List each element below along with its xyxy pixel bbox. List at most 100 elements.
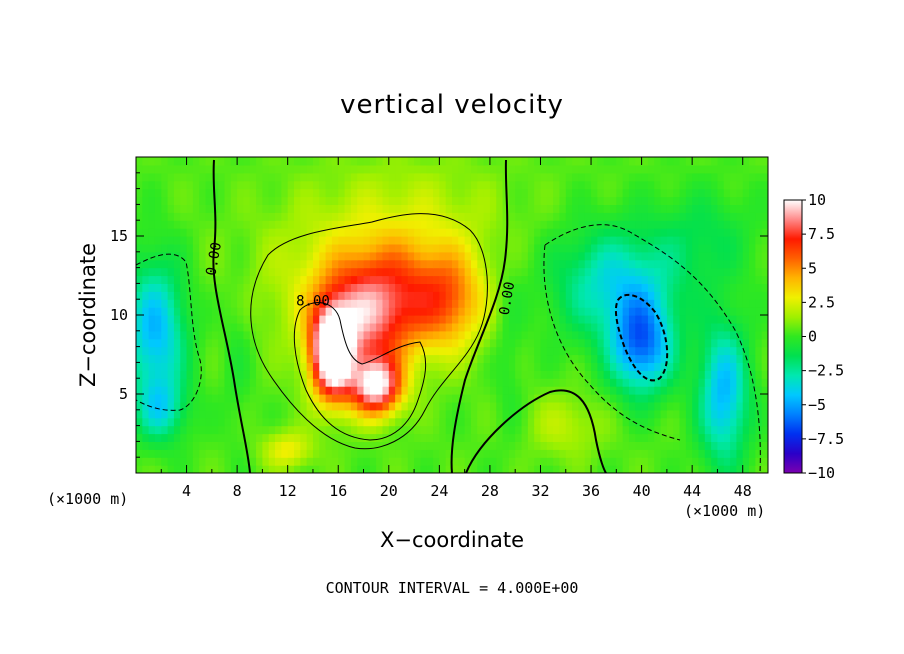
heatmap-cell: [704, 180, 712, 190]
heatmap-cell: [382, 362, 390, 371]
heatmap-cell: [717, 259, 725, 269]
heatmap-cell: [458, 362, 466, 371]
heatmap-cell: [584, 299, 592, 308]
heatmap-cell: [755, 354, 763, 363]
heatmap-cell: [173, 378, 181, 387]
heatmap-cell: [508, 275, 516, 284]
heatmap-cell: [230, 196, 238, 205]
heatmap-cell: [559, 196, 567, 205]
heatmap-cell: [325, 204, 333, 213]
heatmap-cell: [319, 441, 327, 450]
heatmap-cell: [426, 433, 434, 442]
heatmap-cell: [647, 346, 655, 356]
heatmap-cell: [761, 188, 768, 198]
heatmap-cell: [723, 465, 731, 473]
heatmap-cell: [553, 228, 561, 237]
heatmap-cell: [420, 307, 428, 316]
heatmap-cell: [692, 322, 700, 332]
heatmap-cell: [527, 275, 535, 284]
heatmap-cell: [199, 188, 207, 198]
heatmap-cell: [597, 449, 605, 458]
heatmap-cell: [218, 409, 226, 419]
heatmap-cell: [584, 204, 592, 213]
heatmap-cell: [508, 362, 516, 371]
heatmap-cell: [376, 275, 384, 284]
heatmap-cell: [154, 172, 162, 182]
heatmap-cell: [540, 449, 548, 458]
heatmap-cell: [357, 457, 365, 466]
heatmap-cell: [249, 315, 257, 324]
heatmap-cell: [508, 370, 516, 379]
heatmap-cell: [344, 307, 352, 316]
heatmap-cell: [572, 425, 579, 435]
heatmap-cell: [319, 401, 327, 411]
heatmap-cell: [546, 243, 554, 253]
heatmap-cell: [452, 291, 459, 300]
heatmap-cell: [369, 322, 377, 332]
heatmap-cell: [331, 220, 339, 229]
heatmap-cell: [452, 322, 459, 332]
heatmap-cell: [344, 338, 352, 348]
heatmap-cell: [312, 291, 320, 300]
heatmap-cell: [237, 307, 245, 316]
heatmap-cell: [369, 315, 377, 324]
heatmap-cell: [540, 441, 548, 450]
heatmap-cell: [578, 228, 586, 237]
heatmap-cell: [369, 188, 377, 198]
heatmap-cell: [515, 307, 523, 316]
heatmap-cell: [249, 401, 257, 411]
heatmap-cell: [641, 267, 649, 277]
heatmap-cell: [742, 220, 750, 229]
heatmap-cell: [344, 425, 352, 435]
heatmap-cell: [458, 180, 466, 190]
heatmap-cell: [755, 188, 763, 198]
heatmap-cell: [357, 370, 365, 379]
heatmap-cell: [388, 441, 396, 450]
heatmap-cell: [565, 236, 573, 245]
heatmap-cell: [641, 164, 649, 174]
heatmap-cell: [546, 236, 554, 245]
heatmap-cell: [477, 291, 485, 300]
heatmap-cell: [167, 212, 175, 221]
heatmap-cell: [363, 188, 371, 198]
heatmap-cell: [331, 346, 339, 356]
heatmap-cell: [584, 354, 592, 363]
heatmap-cell: [755, 259, 763, 269]
heatmap-cell: [521, 338, 529, 348]
heatmap-cell: [426, 291, 434, 300]
heatmap-cell: [388, 299, 396, 308]
heatmap-cell: [205, 417, 213, 427]
heatmap-cell: [344, 259, 352, 269]
heatmap-cell: [192, 204, 200, 213]
heatmap-cell: [230, 465, 238, 473]
heatmap-cell: [331, 394, 339, 403]
heatmap-cell: [281, 409, 289, 419]
heatmap-cell: [395, 354, 403, 363]
heatmap-cell: [407, 394, 415, 403]
heatmap-cell: [388, 204, 396, 213]
heatmap-cell: [470, 465, 478, 473]
heatmap-cell: [496, 251, 504, 261]
heatmap-cell: [622, 386, 630, 395]
heatmap-cell: [426, 338, 434, 348]
heatmap-cell: [433, 251, 440, 261]
heatmap-cell: [717, 299, 725, 308]
heatmap-cell: [142, 417, 150, 427]
x-axis-ticks: 4 8 12 16 20 24 28 32 36 40 44 48: [160, 157, 752, 500]
heatmap-cell: [357, 212, 365, 221]
heatmap-cell: [458, 228, 466, 237]
heatmap-cell: [420, 204, 428, 213]
heatmap-cell: [268, 394, 276, 403]
heatmap-cell: [572, 433, 579, 442]
heatmap-cell: [350, 267, 358, 277]
heatmap-cell: [685, 204, 693, 213]
heatmap-cell: [148, 188, 156, 198]
heatmap-cell: [338, 275, 346, 284]
y-axis-label: Z−coordinate: [76, 243, 100, 387]
heatmap-cell: [433, 362, 440, 371]
heatmap-cell: [218, 417, 226, 427]
heatmap-cell: [553, 315, 561, 324]
heatmap-cell: [578, 433, 586, 442]
heatmap-cell: [395, 409, 403, 419]
heatmap-cell: [515, 228, 523, 237]
